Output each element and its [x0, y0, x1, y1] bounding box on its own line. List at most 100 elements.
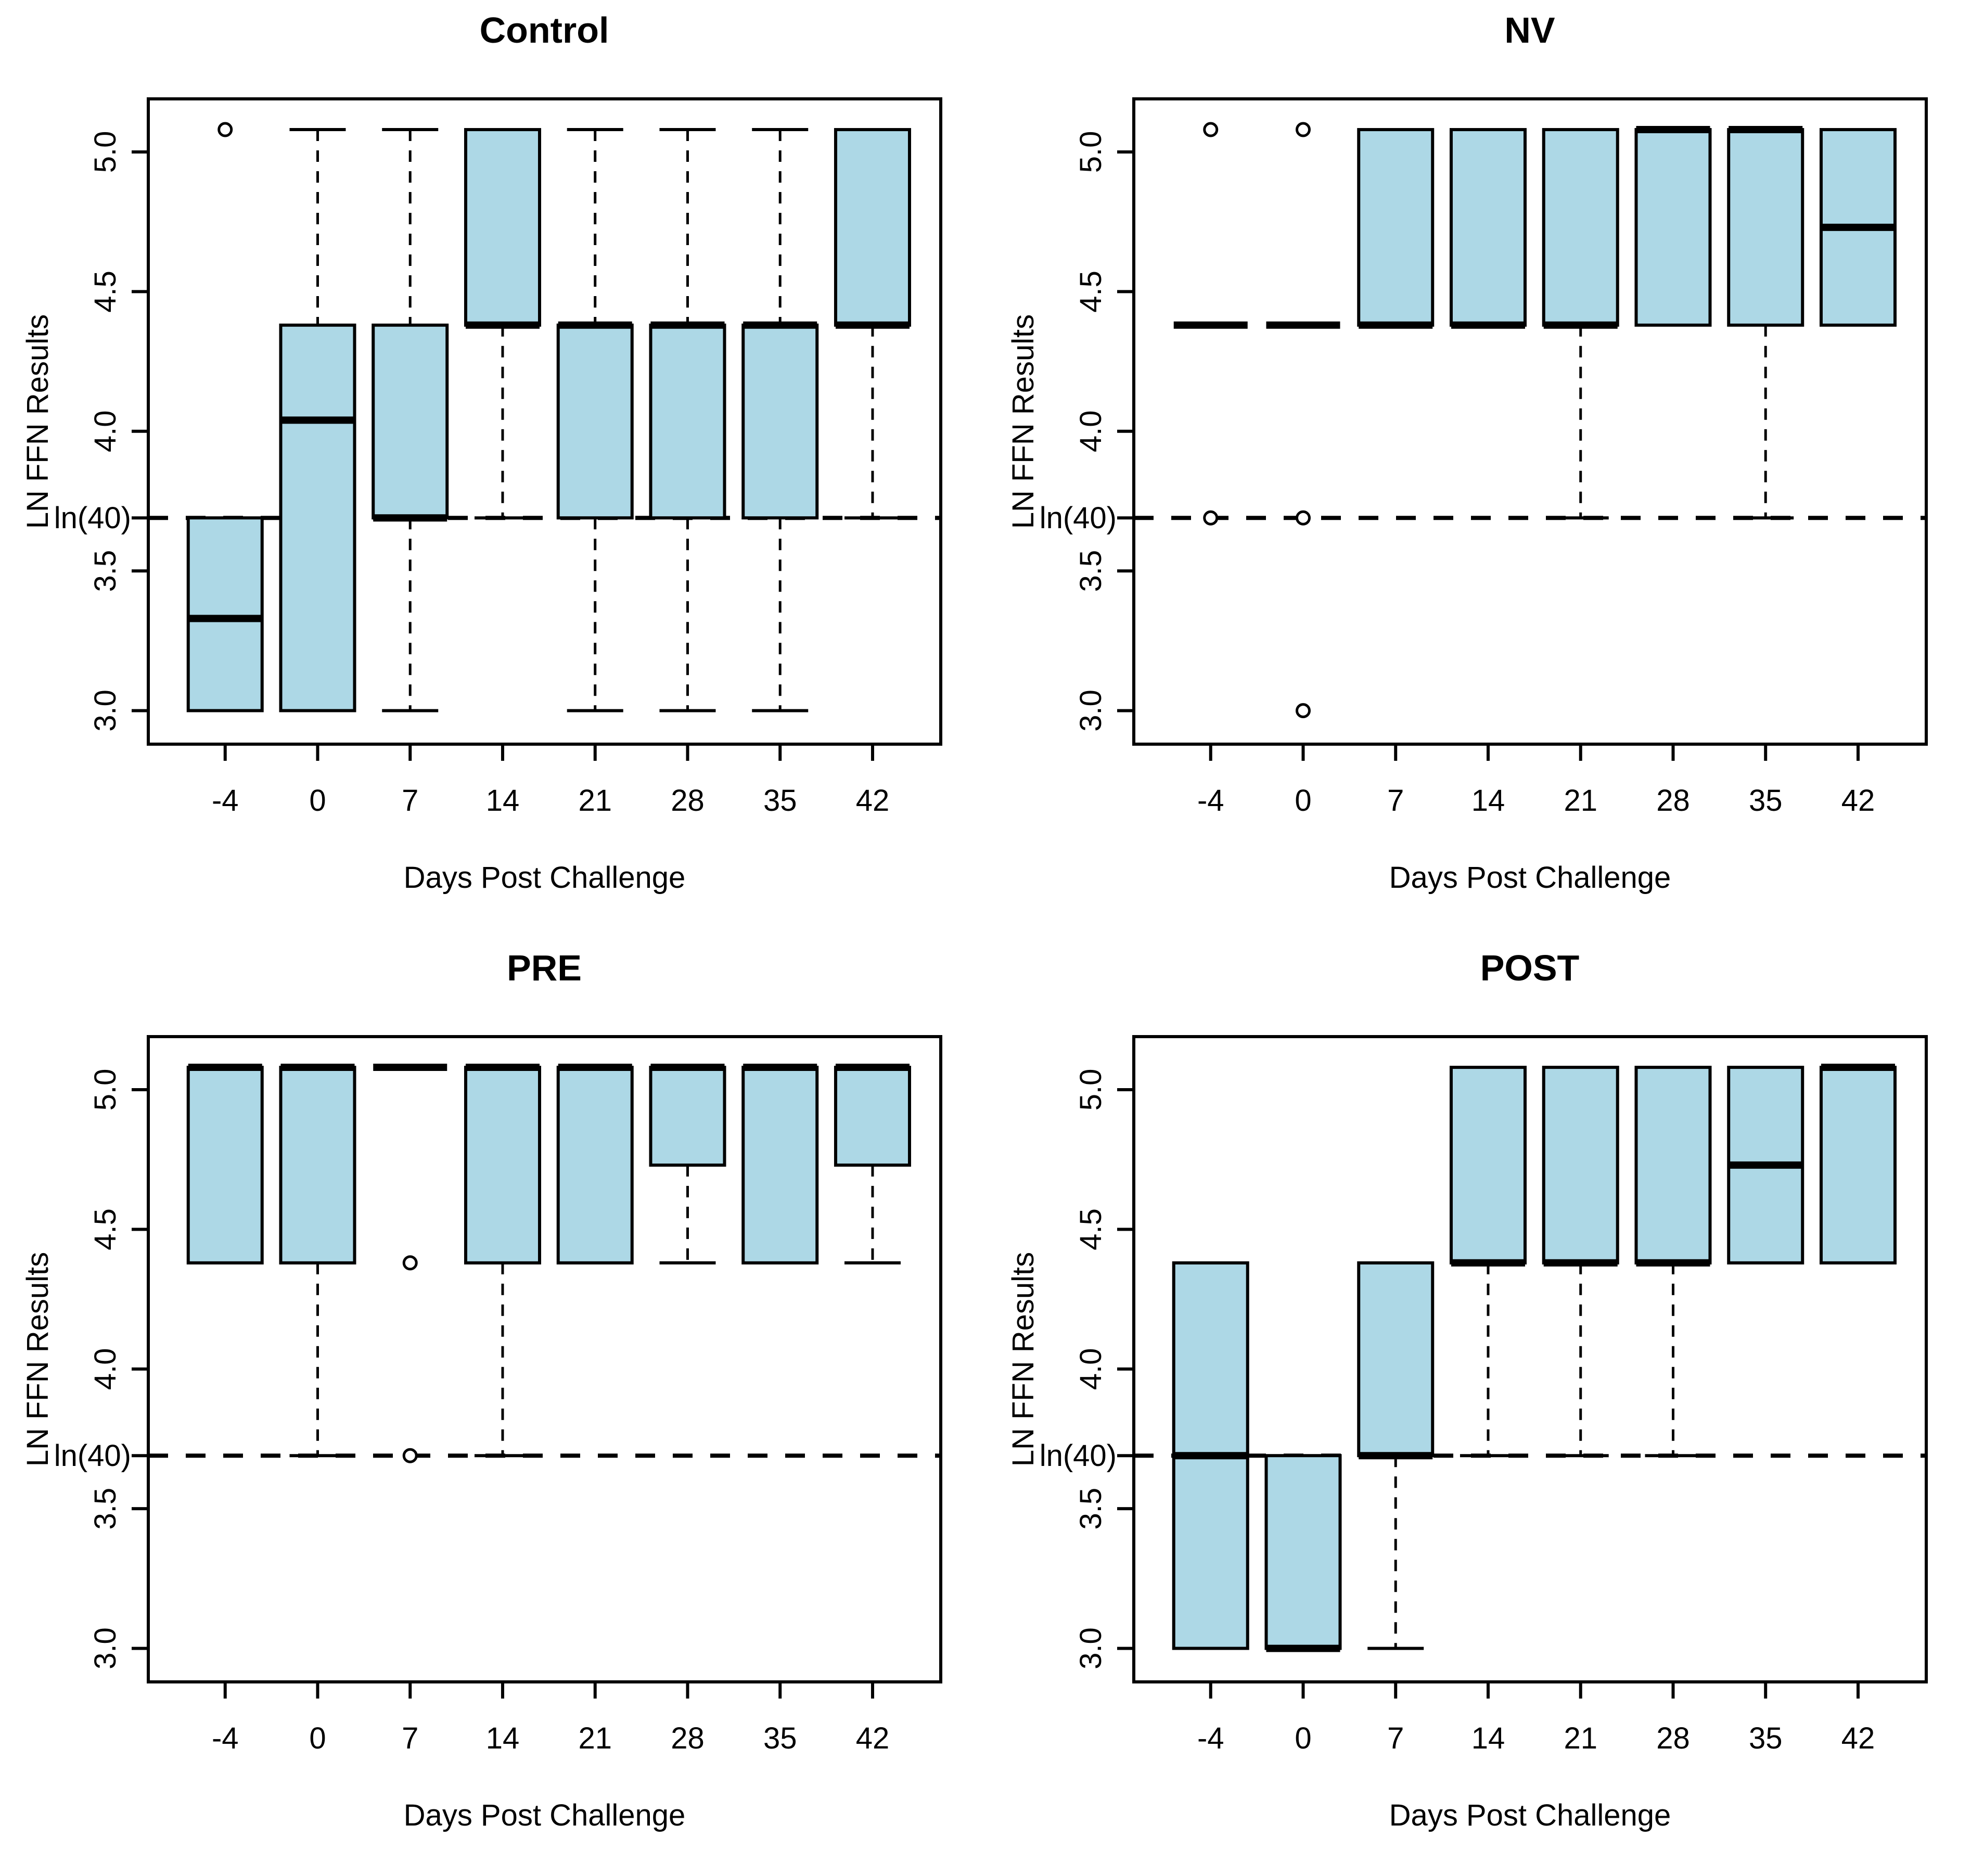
box [464, 128, 541, 327]
x-tick-label: 42 [856, 1721, 890, 1755]
x-tick-label: 0 [309, 784, 326, 818]
x-tick-label: 35 [1749, 1721, 1783, 1755]
y-tick-label: 3.5 [1074, 550, 1108, 592]
box [1357, 128, 1435, 327]
y-tick-label: 3.5 [1074, 1488, 1108, 1530]
x-tick-label: 28 [1656, 784, 1690, 818]
boxplot-pre: PRE 3.0 3.5 ln(40) 4.0 4.5 5.0 LN FFN Results -4… [21, 948, 942, 1832]
y-tick-label: 4.5 [1074, 1208, 1108, 1250]
x-tick-label: 28 [1656, 1721, 1690, 1755]
boxplot-nv: NV 3.0 3.5 ln(40) 4.0 4.5 5.0 LN FFN Results -4 0… [1006, 10, 1928, 895]
x-tick-label: 14 [486, 784, 520, 818]
panel-title: PRE [507, 948, 582, 988]
outlier-point [1295, 703, 1311, 719]
box [1264, 1454, 1342, 1650]
box [649, 323, 726, 520]
y-tick-label: 4.5 [1074, 271, 1108, 313]
plot-border [147, 1035, 942, 1683]
x-axis-title: Days Post Challenge [404, 1798, 686, 1832]
panel-title: NV [1504, 10, 1555, 50]
x-axis-title: Days Post Challenge [1389, 861, 1671, 895]
x-tick-label: 42 [856, 784, 890, 818]
x-tick-label: 0 [1295, 784, 1311, 818]
panel-title: Control [480, 10, 609, 50]
x-axis-title: Days Post Challenge [1389, 1798, 1671, 1832]
box [1634, 128, 1712, 327]
x-tick-label: 28 [671, 1721, 705, 1755]
x-tick-label: 21 [578, 1721, 612, 1755]
box [1542, 128, 1619, 327]
box [1819, 1066, 1897, 1265]
box [1449, 1066, 1527, 1265]
panel-control: Control 3.0 3.5 ln(40) 4.0 4.5 5.0 LN FFN Resul… [0, 0, 986, 938]
y-axis-title: LN FFN Results [21, 1252, 55, 1467]
panel-post: POST 3.0 3.5 ln(40) 4.0 4.5 5.0 LN FFN Results -… [986, 938, 1971, 1876]
outlier-point [1295, 122, 1311, 137]
x-tick-label: -4 [212, 784, 239, 818]
x-tick-label: 7 [1387, 784, 1404, 818]
y-tick-label: ln(40) [54, 501, 131, 535]
x-tick-label: 0 [1295, 1721, 1311, 1755]
y-tick-label: 4.5 [88, 271, 122, 313]
box [1357, 1261, 1435, 1458]
x-tick-label: 21 [1564, 1721, 1597, 1755]
boxplot-post: POST 3.0 3.5 ln(40) 4.0 4.5 5.0 LN FFN Results -… [1006, 948, 1928, 1832]
panel-nv: NV 3.0 3.5 ln(40) 4.0 4.5 5.0 LN FFN Results -4 0… [986, 0, 1971, 938]
outlier-point [402, 1448, 418, 1463]
box [279, 1066, 356, 1265]
y-tick-label: 4.0 [88, 1348, 122, 1390]
box [556, 1066, 634, 1265]
outlier-point [217, 122, 233, 137]
box [186, 1066, 264, 1265]
x-tick-label: -4 [1197, 784, 1224, 818]
box [372, 323, 449, 520]
box [1727, 128, 1804, 327]
y-tick-label: 3.0 [1074, 690, 1108, 732]
y-tick-label: 3.5 [88, 1488, 122, 1530]
box [741, 1066, 819, 1265]
box [1542, 1066, 1619, 1265]
box [1634, 1066, 1712, 1265]
box [464, 1066, 541, 1265]
box [741, 323, 819, 520]
plot-border [1132, 1035, 1928, 1683]
y-tick-label: 5.0 [1074, 1069, 1108, 1111]
y-tick-label: 4.0 [1074, 410, 1108, 452]
box [834, 128, 911, 327]
x-tick-label: 21 [578, 784, 612, 818]
y-tick-label: 4.5 [88, 1208, 122, 1250]
box [279, 323, 356, 712]
x-tick-label: 7 [402, 784, 418, 818]
x-tick-label: -4 [212, 1721, 239, 1755]
y-tick-label: 5.0 [1074, 131, 1108, 173]
outlier-point [1203, 510, 1219, 526]
y-axis-title: LN FFN Results [1006, 1252, 1040, 1467]
y-axis-title: LN FFN Results [1006, 314, 1040, 529]
box [186, 516, 264, 712]
x-tick-label: 42 [1841, 784, 1875, 818]
y-tick-label: 3.0 [88, 1627, 122, 1669]
y-tick-label: 5.0 [88, 131, 122, 173]
outlier-point [402, 1255, 418, 1271]
x-axis-title: Days Post Challenge [404, 861, 686, 895]
y-tick-label: 4.0 [1074, 1348, 1108, 1390]
y-axis-title: LN FFN Results [21, 314, 55, 529]
x-tick-label: 0 [309, 1721, 326, 1755]
box [556, 323, 634, 520]
x-tick-label: 14 [1471, 1721, 1505, 1755]
outlier-point [1203, 122, 1219, 137]
outlier-point [1295, 510, 1311, 526]
x-tick-label: 7 [1387, 1721, 1404, 1755]
y-tick-label: ln(40) [1040, 1439, 1117, 1473]
x-tick-label: -4 [1197, 1721, 1224, 1755]
x-tick-label: 14 [486, 1721, 520, 1755]
y-tick-label: 3.0 [88, 690, 122, 732]
box [649, 1066, 726, 1167]
y-tick-label: 4.0 [88, 410, 122, 452]
x-tick-label: 35 [763, 1721, 797, 1755]
y-tick-label: ln(40) [1040, 501, 1117, 535]
y-tick-label: 3.5 [88, 550, 122, 592]
panel-pre: PRE 3.0 3.5 ln(40) 4.0 4.5 5.0 LN FFN Results -4… [0, 938, 986, 1876]
panel-title: POST [1480, 948, 1580, 988]
